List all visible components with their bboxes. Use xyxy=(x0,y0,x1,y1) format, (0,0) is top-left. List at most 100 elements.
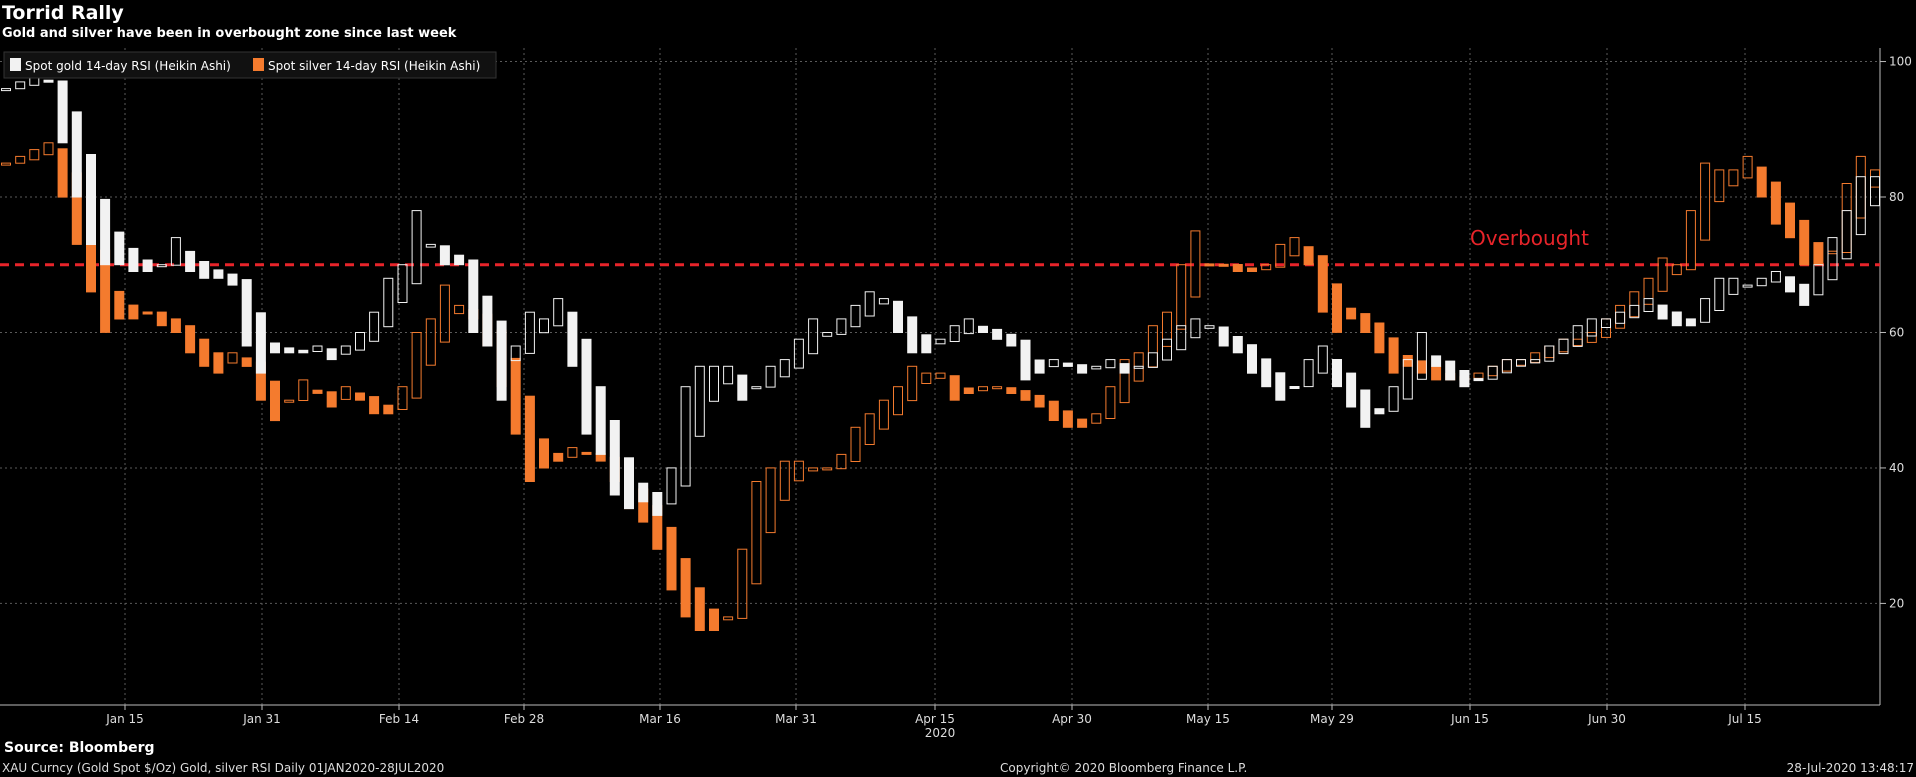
gold-candle xyxy=(1785,276,1795,293)
silver-candle xyxy=(397,386,408,411)
gold-candle xyxy=(1062,362,1073,367)
gold-candle xyxy=(1105,359,1116,369)
gold-candle xyxy=(1303,359,1314,388)
y-tick-label: 20 xyxy=(1889,596,1904,610)
gold-candle xyxy=(326,348,337,361)
silver-candle xyxy=(1700,162,1711,241)
silver-candle xyxy=(213,352,224,374)
silver-candle xyxy=(751,481,762,585)
gold-candle xyxy=(199,261,210,279)
x-tick-label: Mar 16 xyxy=(639,712,681,726)
gold-candle xyxy=(1317,345,1328,374)
x-tick-label: Mar 31 xyxy=(775,712,817,726)
gold-candle xyxy=(624,457,634,510)
silver-candle xyxy=(723,616,734,621)
silver-candle xyxy=(1,162,11,166)
gold-candle xyxy=(1728,277,1739,295)
silver-candle xyxy=(1870,169,1880,188)
gold-candle xyxy=(1799,283,1810,306)
silver-candle xyxy=(1133,352,1144,382)
gold-candle xyxy=(355,332,365,351)
chart-title: Torrid Rally xyxy=(2,2,124,24)
gold-candle xyxy=(1827,237,1838,281)
gold-candle xyxy=(270,342,280,354)
gold-candle xyxy=(1416,332,1427,380)
gold-candle xyxy=(1232,336,1243,354)
silver-candle xyxy=(893,386,903,416)
gold-candle xyxy=(680,386,691,487)
silver-candle xyxy=(1586,332,1597,343)
gold-candle xyxy=(864,291,875,317)
gold-candle xyxy=(1572,325,1583,347)
gold-candle xyxy=(1657,304,1668,320)
gold-candle xyxy=(765,365,776,388)
silver-candle xyxy=(1346,307,1357,320)
silver-candle xyxy=(878,399,889,430)
gold-candle xyxy=(1459,370,1470,388)
silver-candle xyxy=(57,148,68,198)
silver-candle xyxy=(270,380,280,422)
gold-candle xyxy=(1190,318,1201,339)
gold-candle xyxy=(1261,358,1272,388)
gold-candle xyxy=(496,320,507,401)
gold-candle xyxy=(241,279,252,347)
gold-candle xyxy=(100,198,111,266)
gold-candle xyxy=(709,365,719,402)
silver-candle xyxy=(1629,291,1640,318)
silver-candle xyxy=(128,304,139,320)
gold-candle xyxy=(1374,408,1385,415)
x-tick-label: Feb 14 xyxy=(379,712,419,726)
silver-candle xyxy=(793,460,804,482)
silver-candle xyxy=(1785,202,1795,239)
silver-candle xyxy=(1615,304,1626,329)
silver-candle xyxy=(1601,318,1611,338)
silver-candle xyxy=(199,338,210,367)
gold-candle xyxy=(1346,372,1357,408)
silver-candle xyxy=(1855,155,1866,219)
x-tick-label: May 29 xyxy=(1310,712,1354,726)
silver-candle xyxy=(1728,169,1739,187)
silver-candle xyxy=(779,460,790,501)
gold-candle xyxy=(779,359,790,378)
silver-candle xyxy=(1077,418,1088,428)
silver-candle xyxy=(170,318,181,333)
chart-subtitle: Gold and silver have been in overbought … xyxy=(2,26,457,41)
silver-candle xyxy=(510,357,521,435)
gold-candle xyxy=(1119,363,1130,374)
silver-candle xyxy=(369,396,380,415)
gold-candle xyxy=(539,318,549,334)
gold-candle xyxy=(213,269,224,279)
silver-candle xyxy=(822,467,833,471)
silver-candle xyxy=(1374,322,1385,354)
silver-candle xyxy=(227,352,238,364)
silver-candle xyxy=(15,155,26,164)
silver-candle xyxy=(1162,311,1172,347)
gold-candle xyxy=(298,349,309,354)
gold-candle xyxy=(1402,359,1413,400)
gold-candle xyxy=(1770,271,1781,283)
gold-candle xyxy=(1586,318,1597,337)
gold-candle xyxy=(1516,359,1526,367)
gold-candle xyxy=(921,334,932,354)
silver-candle xyxy=(836,453,847,470)
gold-candle xyxy=(1700,298,1711,323)
silver-candle xyxy=(539,438,549,469)
silver-candle xyxy=(978,386,988,392)
gold-candle xyxy=(822,332,833,337)
gold-candle xyxy=(1487,365,1498,380)
gold-candle xyxy=(1841,210,1852,260)
gold-candle xyxy=(567,311,578,367)
legend-label-silver: Spot silver 14-day RSI (Heikin Ashi) xyxy=(268,59,480,73)
gold-candle xyxy=(553,298,564,327)
x-year-label: 2020 xyxy=(925,726,956,740)
silver-candle xyxy=(1657,257,1668,292)
gold-candle xyxy=(255,312,266,374)
gold-candle xyxy=(595,386,606,455)
legend-swatch-silver xyxy=(253,58,264,71)
gold-candle xyxy=(1530,359,1541,364)
gold-candle xyxy=(1601,318,1611,328)
gold-candle xyxy=(1360,389,1371,428)
silver-candle xyxy=(1558,338,1569,353)
silver-candle xyxy=(439,284,450,343)
silver-candle xyxy=(808,467,819,472)
